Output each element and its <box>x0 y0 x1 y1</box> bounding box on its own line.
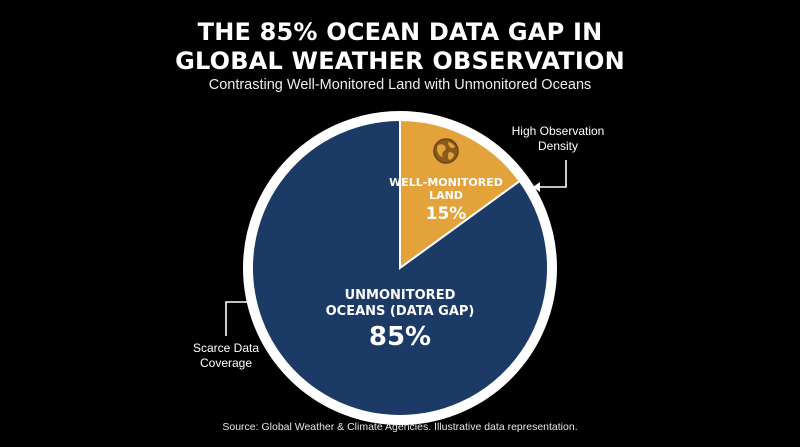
callout-arrowhead-high-density <box>533 182 540 192</box>
pie-slice-unmonitored-oceans <box>250 118 549 417</box>
callout-scarce-line-2: Coverage <box>199 356 253 370</box>
ocean-label-line-2: OCEANS (DATA GAP) <box>326 304 475 319</box>
pie-border-ring <box>243 111 557 425</box>
ocean-label-line-1: UNMONITORED <box>345 288 456 303</box>
callout-high-line-2: Density <box>537 139 578 153</box>
callout-arrow-high-density <box>540 160 567 188</box>
land-label-line-1: WELL-MONITORED <box>389 176 503 189</box>
callout-arrowhead-scarce-data <box>250 297 257 307</box>
callout-arrows <box>225 160 567 336</box>
pie-slices <box>243 111 557 425</box>
land-value-label: 15% <box>426 204 467 224</box>
callout-scarce-data-coverage: Scarce Data Coverage <box>186 341 266 371</box>
pie-slice-well-monitored-land <box>399 118 522 270</box>
callout-high-line-1: High Observation <box>511 124 605 138</box>
chart-subtitle: Contrasting Well-Monitored Land with Unm… <box>208 77 592 93</box>
chart-title-line-1: THE 85% OCEAN DATA GAP IN <box>197 18 603 46</box>
callout-high-observation-density: High Observation Density <box>508 124 608 154</box>
ocean-value-label: 85% <box>369 322 431 352</box>
chart-title: THE 85% OCEAN DATA GAP IN GLOBAL WEATHER… <box>0 18 800 76</box>
source-note: Source: Global Weather & Climate Agencie… <box>222 421 578 433</box>
chart-title-line-2: GLOBAL WEATHER OBSERVATION <box>175 47 625 75</box>
callout-arrow-scarce-data <box>225 301 250 336</box>
callout-scarce-line-1: Scarce Data <box>192 341 260 355</box>
globe-icon <box>433 138 459 164</box>
land-label-line-2: LAND <box>429 189 463 202</box>
